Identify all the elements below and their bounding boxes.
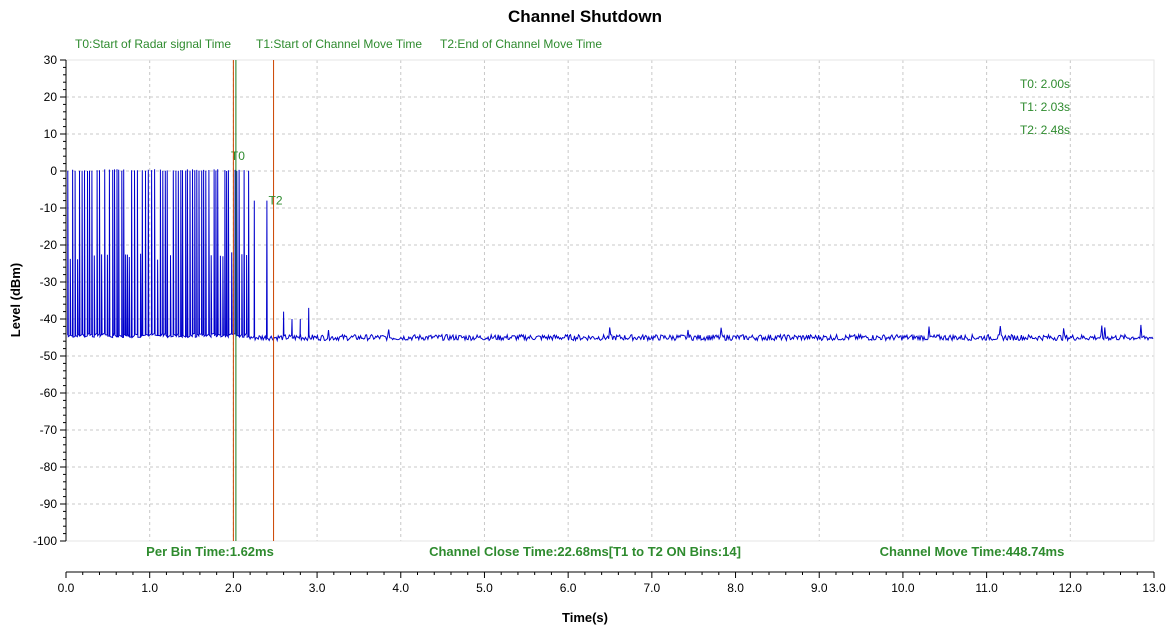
marker-value-t0: T0: 2.00s (1020, 77, 1070, 91)
marker-label-t2: T2 (269, 193, 283, 207)
x-tick-label: 3.0 (309, 581, 326, 595)
y-tick-label: -70 (40, 423, 58, 437)
x-axis-label: Time(s) (562, 610, 608, 625)
chart-title: Channel Shutdown (508, 7, 662, 26)
x-tick-label: 12.0 (1059, 581, 1083, 595)
channel-move-time: Channel Move Time:448.74ms (880, 544, 1065, 559)
x-tick-label: 4.0 (392, 581, 409, 595)
y-tick-label: 20 (44, 90, 58, 104)
x-tick-label: 1.0 (141, 581, 158, 595)
y-axis-label: Level (dBm) (8, 263, 23, 337)
y-tick-label: 10 (44, 127, 58, 141)
y-tick-label: 30 (44, 53, 58, 67)
x-tick-label: 13.0 (1142, 581, 1166, 595)
x-tick-label: 9.0 (811, 581, 828, 595)
channel-close-time: Channel Close Time:22.68ms[T1 to T2 ON B… (429, 544, 741, 559)
x-tick-label: 11.0 (975, 581, 998, 595)
y-tick-label: -90 (40, 497, 58, 511)
legend-t2: T2:End of Channel Move Time (440, 37, 602, 51)
y-axis: 30 20 10 0 -10 -20 -30 -40 -50 -60 -70 -80 -90 -100 (33, 53, 67, 548)
x-tick-label: 0.0 (58, 581, 75, 595)
legend-t0: T0:Start of Radar signal Time (75, 37, 231, 51)
x-tick-label: 7.0 (644, 581, 661, 595)
time-markers: T0 T2 (231, 60, 283, 541)
signal-line (67, 169, 1154, 343)
legend-t1: T1:Start of Channel Move Time (256, 37, 422, 51)
x-tick-label: 5.0 (476, 581, 493, 595)
x-tick-label: 8.0 (727, 581, 744, 595)
timing-annotations: Per Bin Time:1.62ms Channel Close Time:2… (146, 544, 1064, 559)
marker-label-t0: T0 (231, 149, 245, 163)
y-tick-label: -40 (40, 312, 58, 326)
y-tick-label: -50 (40, 349, 58, 363)
y-tick-label: -100 (33, 534, 57, 548)
marker-value-t1: T1: 2.03s (1020, 100, 1070, 114)
x-tick-label: 2.0 (225, 581, 242, 595)
marker-legend: T0:Start of Radar signal Time T1:Start o… (75, 37, 602, 51)
y-tick-label: -30 (40, 275, 58, 289)
marker-values-box: T0: 2.00s T1: 2.03s T2: 2.48s (1020, 77, 1070, 137)
y-tick-label: -20 (40, 238, 58, 252)
marker-value-t2: T2: 2.48s (1020, 123, 1070, 137)
signal-trace (67, 169, 1154, 343)
x-tick-label: 6.0 (560, 581, 577, 595)
x-tick-label: 10.0 (891, 581, 915, 595)
y-tick-label: -10 (40, 201, 58, 215)
y-tick-label: 0 (50, 164, 57, 178)
y-tick-label: -80 (40, 460, 58, 474)
per-bin-time: Per Bin Time:1.62ms (146, 544, 274, 559)
y-tick-label: -60 (40, 386, 58, 400)
x-axis: 0.0 1.0 2.0 3.0 4.0 5.0 6.0 7.0 8.0 9.0 10.0 11.0 12… (58, 571, 1166, 595)
